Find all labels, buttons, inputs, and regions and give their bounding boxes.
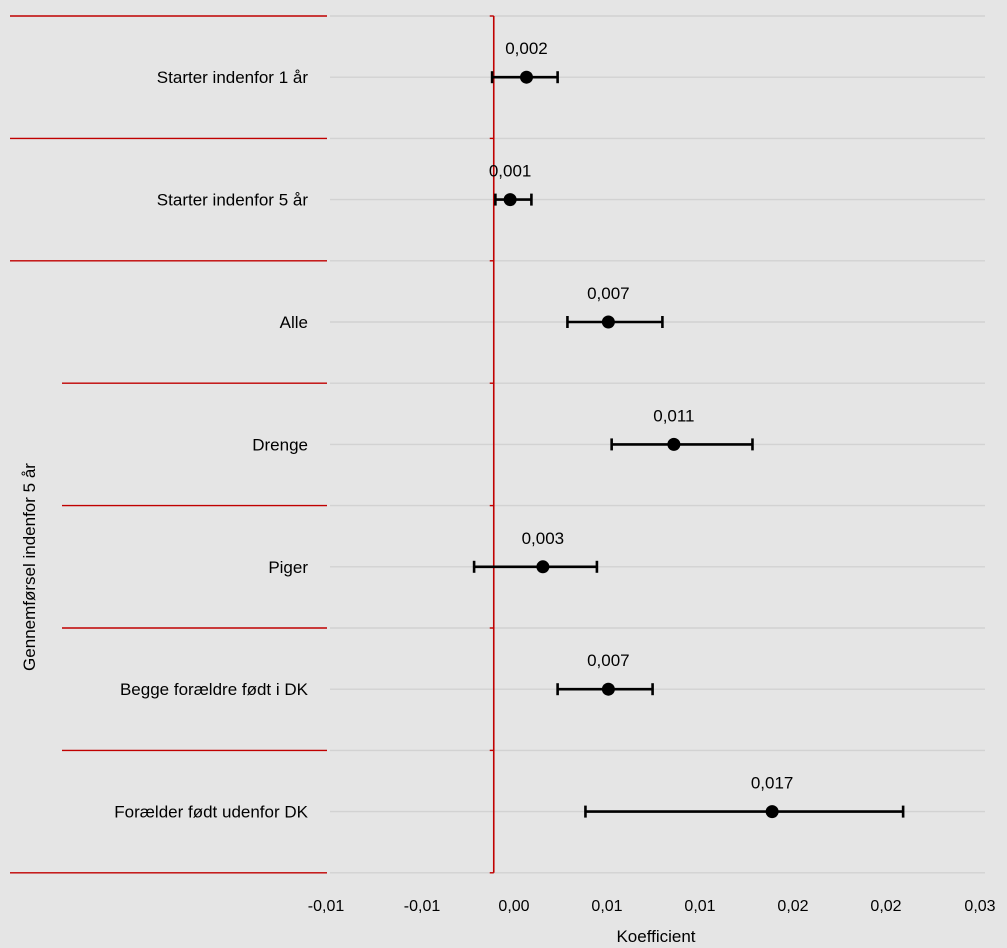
estimate-point (536, 560, 550, 574)
gridlines (330, 15, 985, 874)
estimate-row: 0,003 (472, 529, 599, 574)
estimate-value-label: 0,001 (489, 162, 532, 181)
category-label: Forælder født udenfor DK (114, 803, 308, 822)
category-label: Piger (268, 558, 308, 577)
estimate-value-label: 0,011 (653, 406, 694, 425)
category-labels: Starter indenfor 1 år Starter indenfor 5 … (114, 68, 308, 821)
category-label: Starter indenfor 5 år (157, 191, 309, 210)
estimate-point (601, 315, 615, 329)
x-tick-label: -0,01 (404, 898, 441, 915)
estimate-value-label: 0,007 (587, 651, 630, 670)
x-axis-tick-labels: -0,01 -0,01 0,00 0,01 0,01 0,02 0,02 0,03 (308, 898, 996, 915)
estimate-row: 0,007 (556, 651, 654, 696)
estimate-value-label: 0,003 (522, 529, 565, 548)
estimate-point (503, 193, 517, 207)
estimate-point (520, 70, 533, 84)
estimate-row: 0,017 (584, 774, 905, 819)
estimate-row: 0,001 (489, 162, 533, 207)
estimate-point (601, 682, 615, 696)
estimate-value-label: 0,017 (751, 774, 794, 793)
category-label: Alle (280, 313, 308, 332)
x-axis-title: Koefficient (616, 927, 695, 946)
estimates-series: 0,002 0,001 0,007 0,011 0,003 0,007 0,017 (472, 39, 905, 819)
estimate-row: 0,007 (566, 284, 664, 329)
x-tick-label: 0,01 (684, 898, 715, 915)
estimate-point (765, 805, 779, 819)
x-tick-label: -0,01 (308, 898, 345, 915)
group-separators (10, 15, 494, 874)
x-tick-label: 0,02 (777, 898, 808, 915)
y-axis-title: Gennemførsel indenfor 5 år (20, 463, 39, 671)
estimate-row: 0,002 (490, 39, 559, 84)
x-tick-label: 0,02 (870, 898, 901, 915)
x-tick-label: 0,01 (591, 898, 622, 915)
x-tick-label: 0,00 (498, 898, 529, 915)
estimate-row: 0,011 (610, 406, 754, 451)
category-label: Drenge (252, 435, 308, 454)
estimate-value-label: 0,002 (505, 39, 548, 58)
estimate-value-label: 0,007 (587, 284, 630, 303)
estimate-point (667, 437, 681, 451)
x-tick-label: 0,03 (964, 898, 995, 915)
category-label: Begge forældre født i DK (120, 680, 309, 699)
category-label: Starter indenfor 1 år (157, 68, 309, 87)
